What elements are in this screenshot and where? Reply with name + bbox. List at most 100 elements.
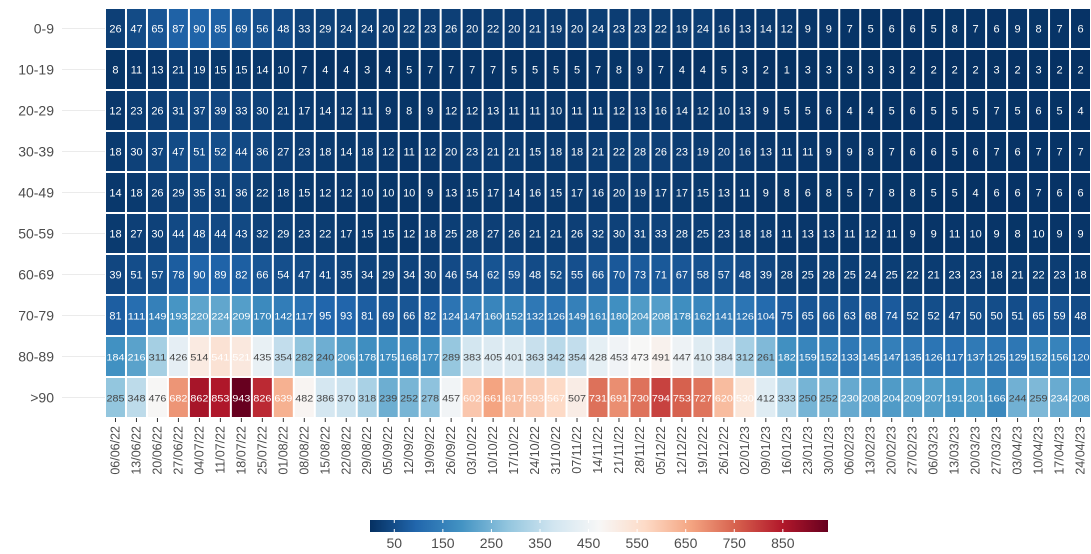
heatmap-cell <box>336 378 356 417</box>
heatmap-cell <box>357 214 377 253</box>
cell-value-label: 27 <box>487 229 499 241</box>
cell-value-label: 7 <box>1035 188 1041 200</box>
cell-value-label: 4 <box>700 65 706 77</box>
cell-value-label: 239 <box>379 394 397 405</box>
heatmap-cell <box>777 214 797 253</box>
cell-value-label: 23 <box>949 270 961 282</box>
cell-value-label: 26 <box>508 229 520 241</box>
heatmap-cell <box>315 132 335 171</box>
cell-value-label: 36 <box>235 188 247 200</box>
cell-value-label: 71 <box>655 270 667 282</box>
cell-value-label: 24 <box>697 24 709 36</box>
heatmap-cell <box>525 378 545 417</box>
cell-value-label: 12 <box>466 106 478 118</box>
cell-value-label: 7 <box>994 106 1000 118</box>
heatmap-cell <box>861 255 881 294</box>
heatmap-cell <box>336 214 356 253</box>
heatmap-cell <box>147 337 167 376</box>
heatmap-cell <box>546 9 566 48</box>
x-tick-label: 21/11/22 <box>612 426 626 474</box>
heatmap-cell <box>525 173 545 212</box>
cell-value-label: 16 <box>655 106 667 118</box>
cell-value-label: 90 <box>193 24 205 36</box>
cell-value-label: 48 <box>739 270 751 282</box>
heatmap-cell <box>378 296 398 335</box>
heatmap-cell <box>546 337 566 376</box>
cell-value-label: 447 <box>673 353 691 364</box>
heatmap-cell <box>714 9 734 48</box>
cell-value-label: 11 <box>131 65 142 77</box>
cell-value-label: 147 <box>463 312 481 323</box>
x-tick-label: 05/12/22 <box>654 426 668 475</box>
cell-value-label: 259 <box>1030 394 1048 405</box>
cell-value-label: 12 <box>445 106 457 118</box>
cell-value-label: 7 <box>427 65 433 77</box>
heatmap-cell <box>882 255 902 294</box>
cell-value-label: 204 <box>631 312 649 323</box>
cell-value-label: 26 <box>655 147 667 159</box>
heatmap-cell <box>336 255 356 294</box>
cell-value-label: 21 <box>277 106 289 118</box>
cell-value-label: 8 <box>616 65 622 77</box>
cell-value-label: 27 <box>277 147 289 159</box>
cell-value-label: 32 <box>256 229 268 241</box>
cell-value-label: 59 <box>508 270 520 282</box>
heatmap-cell <box>1050 9 1070 48</box>
cell-value-label: 240 <box>316 353 334 364</box>
heatmap-cell <box>1008 9 1028 48</box>
cell-value-label: 7 <box>490 65 496 77</box>
x-tick-label: 24/04/23 <box>1074 426 1088 475</box>
cell-value-label: 412 <box>757 394 775 405</box>
heatmap-cell <box>189 214 209 253</box>
heatmap-cell <box>903 132 923 171</box>
heatmap-cell <box>483 378 503 417</box>
heatmap-cell <box>1071 50 1090 89</box>
cell-value-label: 126 <box>736 312 754 323</box>
heatmap-cell <box>273 214 293 253</box>
cell-value-label: 18 <box>739 229 751 241</box>
cell-value-label: 8 <box>910 188 916 200</box>
heatmap-cell <box>882 296 902 335</box>
heatmap-cell <box>840 255 860 294</box>
heatmap-cell <box>126 378 146 417</box>
heatmap-cell <box>819 337 839 376</box>
cell-value-label: 65 <box>1032 311 1044 323</box>
heatmap-cell <box>126 9 146 48</box>
heatmap-cell <box>273 9 293 48</box>
y-tick-label: 80-89 <box>18 349 54 365</box>
heatmap-cell <box>693 9 713 48</box>
cell-value-label: 9 <box>637 65 643 77</box>
cell-value-label: 85 <box>214 24 226 36</box>
heatmap-cell <box>294 9 314 48</box>
heatmap-cell <box>672 255 692 294</box>
cell-value-label: 56 <box>256 24 268 36</box>
heatmap-cell <box>630 296 650 335</box>
heatmap-cell <box>735 173 755 212</box>
cell-value-label: 15 <box>214 65 226 77</box>
heatmap-cell <box>546 50 566 89</box>
heatmap-cell <box>945 91 965 130</box>
cell-value-label: 44 <box>214 229 226 241</box>
heatmap-cell <box>735 337 755 376</box>
heatmap-cell <box>609 214 629 253</box>
heatmap-cell <box>693 378 713 417</box>
cell-value-label: 25 <box>697 229 709 241</box>
cell-value-label: 6 <box>910 106 916 118</box>
heatmap-cell <box>588 50 608 89</box>
heatmap-cell <box>462 337 482 376</box>
cell-value-label: 9 <box>427 106 433 118</box>
heatmap-cell <box>924 337 944 376</box>
heatmap-cell <box>819 132 839 171</box>
heatmap-cell <box>861 91 881 130</box>
heatmap-cell <box>231 132 251 171</box>
cell-value-label: 370 <box>337 394 355 405</box>
heatmap-cell <box>840 173 860 212</box>
heatmap-cell <box>462 132 482 171</box>
cell-value-label: 5 <box>952 106 958 118</box>
heatmap-cell <box>798 91 818 130</box>
heatmap-cell <box>777 132 797 171</box>
heatmap-cell <box>840 214 860 253</box>
heatmap-cell <box>588 337 608 376</box>
heatmap-cell <box>252 132 272 171</box>
cell-value-label: 19 <box>676 24 688 36</box>
